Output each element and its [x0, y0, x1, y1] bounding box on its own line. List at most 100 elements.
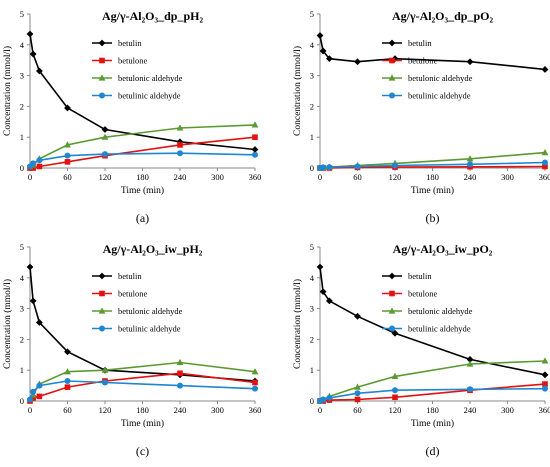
x-tick-label: 180: [426, 172, 439, 182]
y-tick-label: 3: [310, 71, 314, 81]
y-tick-label: 2: [310, 101, 314, 111]
y-tick-label: 2: [20, 334, 24, 344]
legend-marker: [389, 57, 395, 64]
x-tick-label: 300: [501, 405, 514, 415]
data-point: [29, 297, 37, 305]
series-betulinic-aldehyde: [317, 385, 548, 404]
data-point: [354, 58, 361, 66]
x-tick-label: 240: [464, 405, 477, 415]
legend-item: betulinic aldehyde: [382, 324, 471, 334]
data-point: [252, 151, 258, 158]
legend-marker: [389, 92, 395, 99]
y-tick-label: 0: [20, 396, 24, 406]
legend-item: betulone: [92, 56, 147, 66]
data-point: [177, 382, 183, 389]
legend-marker: [99, 290, 105, 297]
legend-item: betulonic aldehyde: [382, 306, 473, 316]
x-tick-label: 240: [174, 405, 187, 415]
data-point: [542, 385, 548, 392]
chart-panel-3: Ag/γ-Al₂O₃_iw_pO₂ 0 1 2 3 4 5 0 60 120 180 240 300 36…: [292, 242, 550, 458]
data-point: [542, 159, 548, 166]
data-point: [252, 385, 258, 392]
legend-item: betulonic aldehyde: [92, 73, 183, 83]
data-point: [27, 396, 33, 403]
y-axis-label: Concentration (mmol/l): [2, 46, 13, 136]
legend-label: betulonic aldehyde: [408, 306, 473, 316]
data-point: [64, 141, 71, 148]
legend-item: betulonic aldehyde: [92, 306, 183, 316]
legend-label: betulone: [118, 289, 147, 299]
x-tick-label: 60: [63, 172, 72, 182]
series-line: [320, 383, 546, 402]
panel-label: (c): [136, 444, 149, 458]
x-tick-label: 120: [389, 172, 402, 182]
data-point: [26, 263, 34, 271]
data-point: [392, 387, 398, 394]
chart-title: Ag/γ-Al₂O₃_iw_pH₂: [103, 242, 203, 256]
legend-label: betulinic aldehyde: [118, 324, 181, 334]
series-betulinic-aldehyde: [317, 159, 548, 171]
x-axis-label: Time (min): [411, 185, 454, 196]
series-betulonic-aldehyde: [316, 357, 549, 404]
legend-marker: [99, 325, 105, 332]
x-tick-label: 0: [28, 405, 32, 415]
legend-label: betulinic aldehyde: [118, 91, 181, 101]
data-point: [36, 163, 43, 170]
y-tick-label: 5: [20, 242, 24, 252]
series-betulin: [316, 263, 549, 379]
x-tick-label: 60: [353, 405, 362, 415]
y-tick-label: 5: [20, 9, 24, 19]
x-tick-label: 240: [464, 172, 477, 182]
data-point: [541, 66, 549, 73]
legend-label: betulinic aldehyde: [408, 91, 471, 101]
legend-item: betulinic aldehyde: [92, 324, 181, 334]
legend-label: betulone: [408, 56, 437, 66]
data-point: [177, 142, 183, 148]
data-point: [354, 396, 361, 403]
data-point: [251, 368, 259, 375]
series-line: [29, 152, 256, 168]
data-point: [467, 161, 473, 168]
series-line: [319, 360, 546, 402]
data-point: [391, 372, 399, 379]
x-tick-label: 0: [318, 405, 322, 415]
series-betulonic-aldehyde: [26, 121, 259, 170]
chart-title: Ag/γ-Al₂O₃_iw_pO₂: [393, 242, 493, 256]
data-point: [35, 67, 43, 75]
data-point: [354, 390, 361, 397]
panel-label: (b): [426, 211, 440, 225]
legend-marker: [388, 307, 396, 314]
panel-label: (a): [136, 211, 149, 225]
data-point: [177, 370, 183, 377]
y-tick-label: 1: [310, 132, 314, 142]
x-tick-label: 360: [539, 405, 550, 415]
data-point: [176, 358, 184, 366]
x-tick-label: 360: [249, 172, 262, 182]
data-point: [102, 151, 108, 158]
data-point: [30, 395, 36, 401]
legend-label: betulin: [118, 38, 142, 48]
data-point: [325, 297, 333, 305]
data-point: [354, 163, 361, 170]
data-point: [320, 164, 327, 171]
data-point: [251, 121, 259, 128]
legend-label: betulonic aldehyde: [408, 73, 473, 83]
data-point: [36, 382, 43, 389]
x-axis-label: Time (min): [121, 185, 164, 196]
data-point: [101, 133, 109, 140]
legend-item: betulone: [382, 289, 437, 299]
data-point: [64, 159, 71, 165]
series-betulonic-aldehyde: [26, 358, 259, 403]
data-point: [251, 146, 259, 153]
data-point: [101, 126, 109, 133]
y-axis-label: Concentration (mmol/l): [292, 46, 303, 136]
panel-label: (d): [426, 444, 440, 458]
x-tick-label: 180: [136, 405, 149, 415]
series-line: [30, 136, 256, 169]
x-tick-label: 300: [501, 172, 514, 182]
y-tick-label: 3: [310, 304, 314, 314]
legend-label: betulonic aldehyde: [118, 306, 183, 316]
data-point: [36, 157, 43, 164]
x-tick-label: 300: [211, 405, 224, 415]
